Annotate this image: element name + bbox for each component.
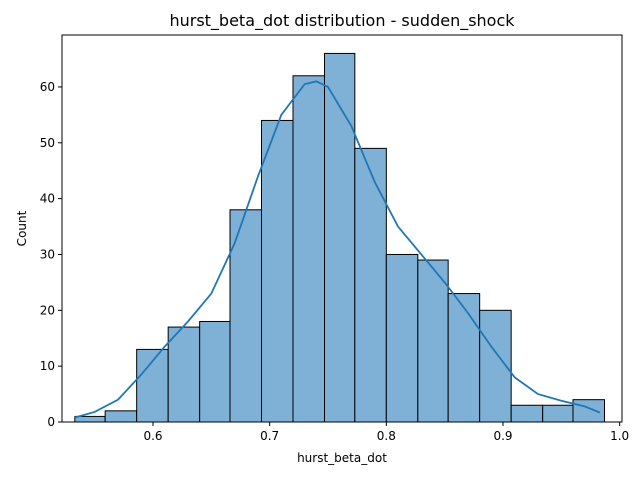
y-axis-ticks: 0 10 20 30 40 50 60 (40, 80, 62, 429)
histogram-bar (354, 147, 387, 423)
x-tick-label: 0.6 (143, 429, 162, 443)
x-tick-label: 0.7 (260, 429, 279, 443)
histogram-bar (292, 75, 325, 423)
y-tick-label: 60 (40, 80, 55, 94)
histogram-bar (542, 404, 574, 423)
histogram-bar (74, 415, 106, 423)
histogram-bar (167, 326, 201, 423)
histogram-bar (136, 348, 169, 423)
y-tick-label: 0 (47, 415, 55, 429)
y-tick-label: 40 (40, 192, 55, 206)
histogram-bar (104, 410, 138, 423)
y-tick-label: 20 (40, 303, 55, 317)
x-tick-label: 0.8 (377, 429, 396, 443)
x-axis-ticks: 0.6 0.7 0.8 0.9 1.0 (143, 422, 629, 443)
y-tick-label: 50 (40, 136, 55, 150)
histogram-bar (261, 119, 294, 423)
x-tick-label: 1.0 (610, 429, 629, 443)
plot-frame (61, 34, 623, 423)
y-axis-label: Count (15, 210, 29, 246)
histogram-bar (447, 293, 481, 423)
histogram-bar (385, 253, 419, 423)
histogram-bar (199, 320, 231, 423)
y-tick-label: 30 (40, 247, 55, 261)
x-tick-label: 0.9 (493, 429, 512, 443)
chart-title: hurst_beta_dot distribution - sudden_sho… (169, 11, 515, 31)
kde-line (74, 80, 601, 419)
histogram-bar (572, 399, 605, 423)
y-tick-label: 10 (40, 359, 55, 373)
histogram-bar (417, 259, 449, 423)
histogram-bar (510, 404, 544, 423)
x-axis-label: hurst_beta_dot (297, 451, 387, 465)
histogram-bar (324, 52, 356, 423)
